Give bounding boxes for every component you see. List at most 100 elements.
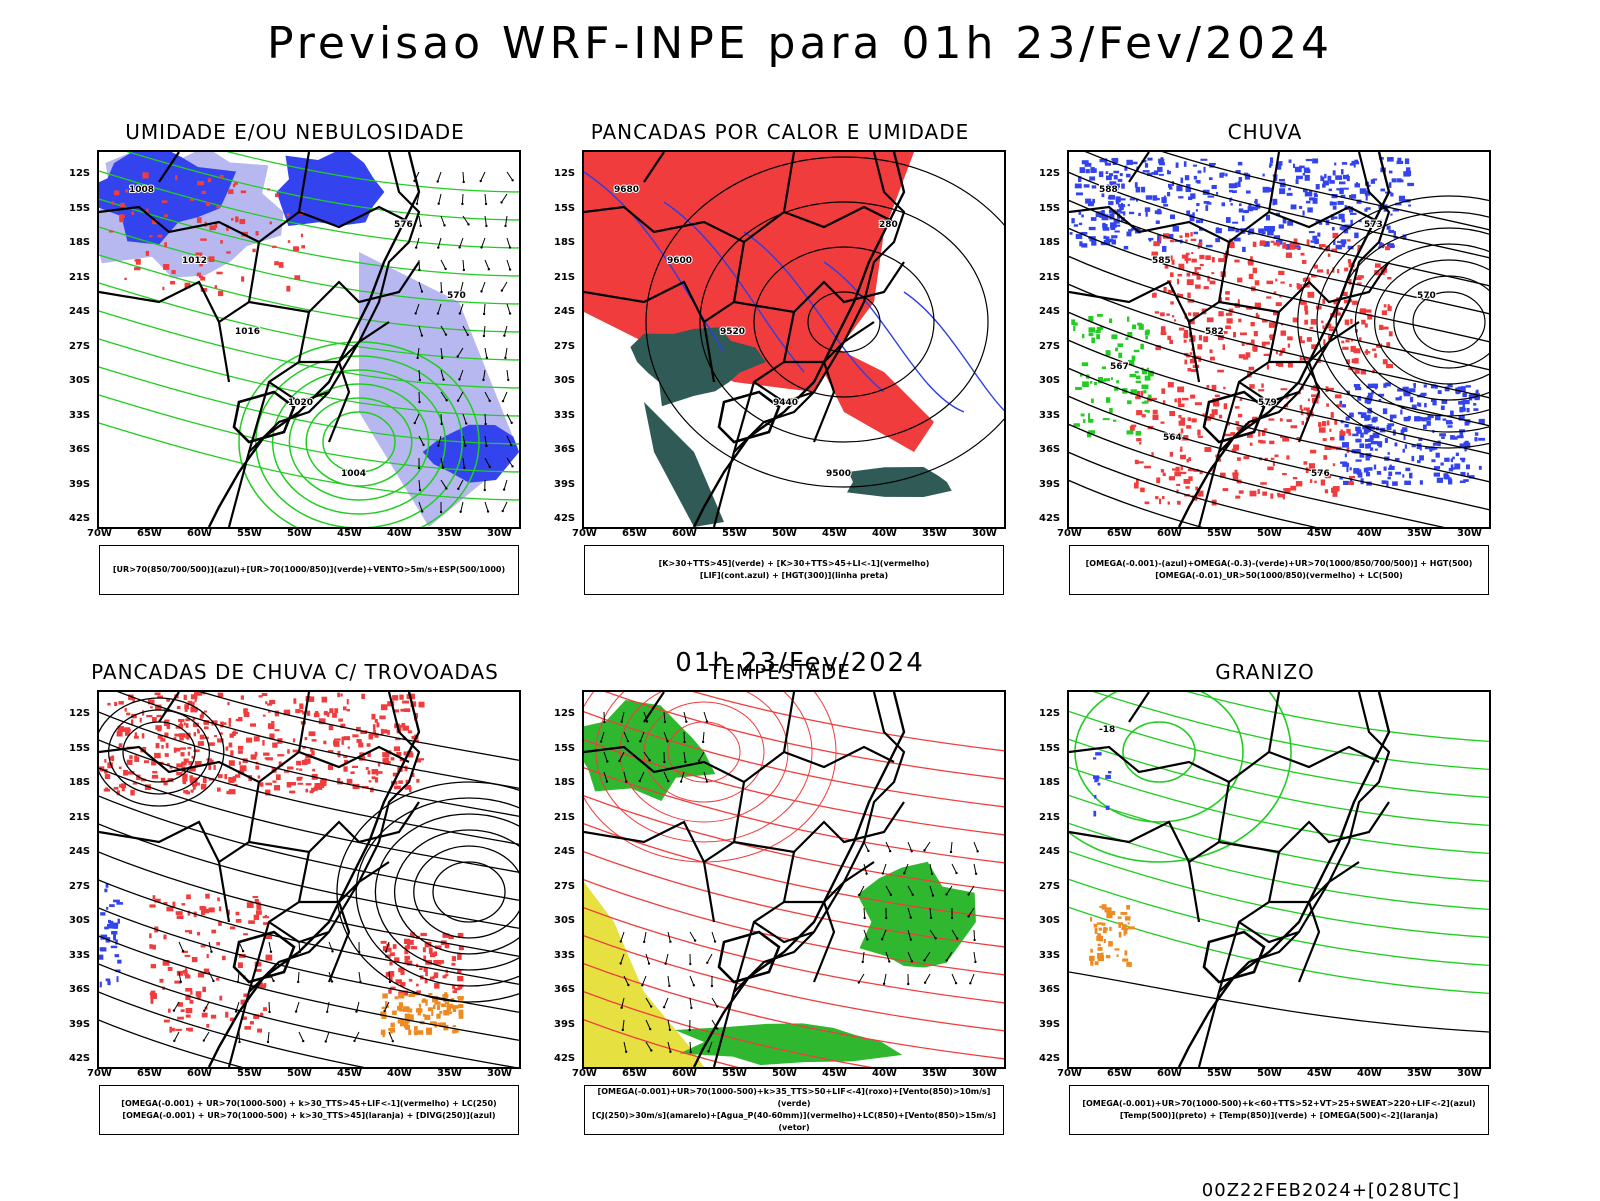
- lon-tick-label: 55W: [237, 528, 262, 539]
- lat-tick-label: 27S: [554, 881, 575, 892]
- lat-tick-label: 18S: [69, 777, 90, 788]
- lon-tick-label: 65W: [137, 1068, 162, 1079]
- lat-tick-label: 30S: [554, 915, 575, 926]
- contour-label: 576: [1311, 469, 1330, 479]
- panel-legend: [OMEGA(-0.001)+UR>70(1000-500)+k>35_TTS>…: [584, 1085, 1004, 1135]
- lon-tick-label: 45W: [1307, 528, 1332, 539]
- legend-line: [LIF](cont.azul) + [HGT(300)](linha pret…: [585, 570, 1003, 582]
- contour-label: 582: [1205, 327, 1224, 337]
- map-canvas: -18: [1069, 692, 1489, 1067]
- lat-tick-label: 30S: [1039, 915, 1060, 926]
- lon-tick-label: 50W: [1257, 528, 1282, 539]
- contour-label: 1012: [182, 256, 207, 266]
- panel-title: CHUVA: [1045, 120, 1485, 144]
- lon-tick-label: 65W: [1107, 528, 1132, 539]
- lon-tick-label: 45W: [822, 1068, 847, 1079]
- lat-tick-label: 21S: [554, 812, 575, 823]
- lon-tick-label: 30W: [487, 1068, 512, 1079]
- legend-line: [CJ(250)>30m/s](amarelo)+[Agua_P(40-60mm…: [585, 1110, 1003, 1134]
- lat-tick-label: 39S: [69, 479, 90, 490]
- lon-tick-label: 70W: [87, 1068, 112, 1079]
- lat-tick-label: 24S: [554, 846, 575, 857]
- lat-tick-label: 24S: [69, 306, 90, 317]
- lat-tick-label: 27S: [554, 341, 575, 352]
- lon-tick-label: 55W: [237, 1068, 262, 1079]
- lon-tick-label: 40W: [387, 528, 412, 539]
- lon-tick-label: 70W: [1057, 1068, 1082, 1079]
- lat-tick-label: 33S: [69, 950, 90, 961]
- panel-title: UMIDADE E/OU NEBULOSIDADE: [75, 120, 515, 144]
- lon-tick-label: 55W: [722, 528, 747, 539]
- lon-tick-label: 35W: [1407, 528, 1432, 539]
- lon-tick-label: 35W: [922, 528, 947, 539]
- lat-tick-label: 33S: [554, 410, 575, 421]
- lon-tick-label: 35W: [437, 528, 462, 539]
- lat-tick-label: 15S: [69, 203, 90, 214]
- contour-label: 9600: [667, 256, 692, 266]
- lon-tick-label: 30W: [972, 1068, 997, 1079]
- lat-tick-label: 33S: [69, 410, 90, 421]
- lat-tick-label: 36S: [1039, 984, 1060, 995]
- lon-tick-label: 60W: [187, 1068, 212, 1079]
- lat-tick-label: 42S: [554, 1053, 575, 1064]
- forecast-map: [582, 690, 1006, 1069]
- lat-tick-label: 42S: [1039, 1053, 1060, 1064]
- lat-tick-label: 39S: [69, 1019, 90, 1030]
- lat-tick-label: 15S: [554, 203, 575, 214]
- contour-label: 1008: [129, 185, 154, 195]
- lon-tick-label: 70W: [1057, 528, 1082, 539]
- lon-tick-label: 40W: [872, 528, 897, 539]
- contour-label: 573: [1364, 220, 1383, 230]
- lon-tick-label: 40W: [872, 1068, 897, 1079]
- contour-label: 1020: [288, 398, 313, 408]
- lon-tick-label: 70W: [87, 528, 112, 539]
- lon-tick-label: 65W: [622, 528, 647, 539]
- panel-title: PANCADAS DE CHUVA C/ TROVOADAS: [75, 660, 515, 684]
- panel-legend: [UR>70(850/700/500)](azul)+[UR>70(1000/8…: [99, 545, 519, 595]
- panel-legend: [OMEGA(-0.001) + UR>70(1000-500) + k>30_…: [99, 1085, 519, 1135]
- lon-tick-label: 50W: [287, 528, 312, 539]
- lon-tick-label: 40W: [1357, 1068, 1382, 1079]
- legend-line: [OMEGA(-0.001) + UR>70(1000-500) + k>30_…: [100, 1110, 518, 1122]
- lon-tick-label: 45W: [337, 528, 362, 539]
- lat-tick-label: 33S: [554, 950, 575, 961]
- lat-tick-label: 33S: [1039, 410, 1060, 421]
- lat-tick-label: 24S: [69, 846, 90, 857]
- contour-label: 588: [1099, 185, 1118, 195]
- lon-tick-label: 45W: [337, 1068, 362, 1079]
- lon-tick-label: 60W: [672, 528, 697, 539]
- panel-title: GRANIZO: [1045, 660, 1485, 684]
- run-time-footer: 00Z22FEB2024+[028UTC]: [1202, 1180, 1460, 1201]
- lat-tick-label: 30S: [554, 375, 575, 386]
- contour-label: 570: [447, 291, 466, 301]
- contour-label: 9440: [773, 398, 798, 408]
- lat-tick-label: 36S: [554, 984, 575, 995]
- lat-tick-label: 12S: [1039, 708, 1060, 719]
- lon-tick-label: 30W: [1457, 528, 1482, 539]
- legend-line: [UR>70(850/700/500)](azul)+[UR>70(1000/8…: [100, 564, 518, 576]
- lon-tick-label: 30W: [487, 528, 512, 539]
- lat-tick-label: 21S: [554, 272, 575, 283]
- lat-tick-label: 33S: [1039, 950, 1060, 961]
- lat-tick-label: 21S: [69, 272, 90, 283]
- lon-tick-label: 70W: [572, 1068, 597, 1079]
- lat-tick-label: 12S: [69, 168, 90, 179]
- lat-tick-label: 21S: [69, 812, 90, 823]
- lon-tick-label: 60W: [187, 528, 212, 539]
- legend-line: [OMEGA(-0.001)+UR>70(1000-500)+k<60+TTS>…: [1070, 1098, 1488, 1110]
- main-title: Previsao WRF-INPE para 01h 23/Fev/2024: [0, 18, 1600, 69]
- lon-tick-label: 65W: [137, 528, 162, 539]
- lat-tick-label: 12S: [554, 708, 575, 719]
- lon-tick-label: 35W: [437, 1068, 462, 1079]
- lat-tick-label: 18S: [1039, 777, 1060, 788]
- panel-legend: [K>30+TTS>45](verde) + [K>30+TTS>45+LI<-…: [584, 545, 1004, 595]
- lon-tick-label: 40W: [1357, 528, 1382, 539]
- lat-tick-label: 36S: [1039, 444, 1060, 455]
